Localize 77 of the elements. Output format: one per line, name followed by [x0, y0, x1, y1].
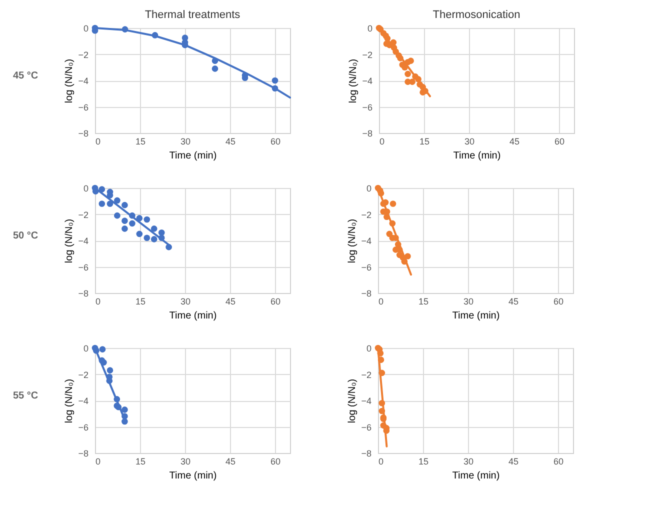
x-axis-title: Time (min) [169, 470, 217, 482]
y-tick-label: 0 [83, 24, 88, 34]
x-tick-label: 30 [463, 296, 474, 306]
y-tick-label: −6 [362, 102, 372, 112]
x-axis-title: Time (min) [169, 150, 217, 162]
y-tick-label: −2 [361, 370, 372, 380]
x-tick-label: 0 [378, 456, 384, 466]
y-tick-label: −8 [78, 448, 88, 458]
x-tick-label: 30 [180, 136, 191, 146]
x-tick-label: 15 [418, 456, 429, 466]
x-tick-label: 60 [270, 136, 281, 146]
y-tick-label: −4 [362, 76, 372, 86]
x-axis-title: Time (min) [453, 150, 501, 162]
y-tick-label: −4 [361, 396, 372, 406]
y-tick-label: −8 [78, 128, 88, 138]
y-axis-title: log (N/N₀) [64, 58, 76, 104]
y-axis-title: log (N/N₀) [348, 58, 360, 104]
y-tick-label: 0 [83, 344, 88, 354]
x-axis-title: Time (min) [452, 470, 500, 482]
y-tick-label: −4 [78, 76, 88, 86]
x-axis-title: Time (min) [169, 310, 217, 322]
x-tick-label: 15 [135, 456, 146, 466]
y-axis-title: log (N/N₀) [347, 218, 358, 264]
text: 45 °C [13, 70, 38, 82]
y-tick-label: 0 [367, 24, 372, 34]
y-tick-label: −2 [361, 210, 372, 220]
y-axis-title: log (N/N₀) [64, 378, 76, 424]
x-tick-label: 45 [508, 296, 519, 306]
y-tick-label: −6 [78, 422, 88, 432]
text: 50 °C [13, 230, 38, 242]
x-tick-label: 45 [508, 456, 519, 466]
y-tick-label: −2 [362, 50, 372, 60]
text: 55 °C [13, 390, 38, 402]
y-tick-label: −6 [361, 422, 372, 432]
y-tick-label: −6 [78, 262, 88, 272]
x-tick-label: 60 [270, 296, 281, 306]
x-tick-label: 15 [135, 296, 146, 306]
x-tick-label: 0 [96, 136, 101, 146]
y-axis-title: log (N/N₀) [347, 378, 358, 424]
x-tick-label: 30 [180, 456, 191, 466]
y-tick-label: −8 [362, 128, 372, 138]
x-tick-label: 45 [225, 296, 236, 306]
y-tick-label: −4 [361, 236, 372, 246]
x-tick-label: 15 [135, 136, 146, 146]
y-tick-label: 0 [83, 184, 88, 194]
x-tick-label: 45 [225, 456, 236, 466]
y-tick-label: −8 [78, 288, 88, 298]
x-tick-label: 45 [225, 136, 236, 146]
y-tick-label: −8 [361, 448, 372, 458]
y-tick-label: −2 [78, 370, 88, 380]
y-tick-label: −2 [78, 50, 88, 60]
y-tick-label: −8 [361, 288, 372, 298]
x-tick-label: 0 [380, 136, 385, 146]
x-tick-label: 30 [463, 456, 474, 466]
x-axis-title: Time (min) [452, 310, 500, 322]
chart-title: Thermal treatments [144, 9, 241, 21]
y-axis-title: log (N/N₀) [64, 218, 76, 264]
x-tick-label: 60 [553, 296, 564, 306]
x-tick-label: 60 [553, 456, 564, 466]
x-tick-label: 0 [378, 296, 384, 306]
x-tick-label: 15 [418, 296, 429, 306]
x-tick-label: 45 [509, 136, 520, 146]
y-tick-label: 0 [366, 184, 372, 194]
chart-title: Thermosonication [432, 9, 520, 21]
y-tick-label: −2 [78, 210, 88, 220]
x-tick-label: 0 [96, 456, 101, 466]
y-tick-label: −6 [78, 102, 88, 112]
y-tick-label: −4 [78, 396, 88, 406]
x-tick-label: 60 [270, 456, 281, 466]
x-tick-label: 30 [464, 136, 475, 146]
y-tick-label: 0 [366, 344, 372, 354]
x-tick-label: 0 [96, 296, 101, 306]
x-tick-label: 30 [180, 296, 191, 306]
x-tick-label: 15 [419, 136, 430, 146]
x-tick-label: 60 [554, 136, 565, 146]
y-tick-label: −6 [361, 262, 372, 272]
y-tick-label: −4 [78, 236, 88, 246]
